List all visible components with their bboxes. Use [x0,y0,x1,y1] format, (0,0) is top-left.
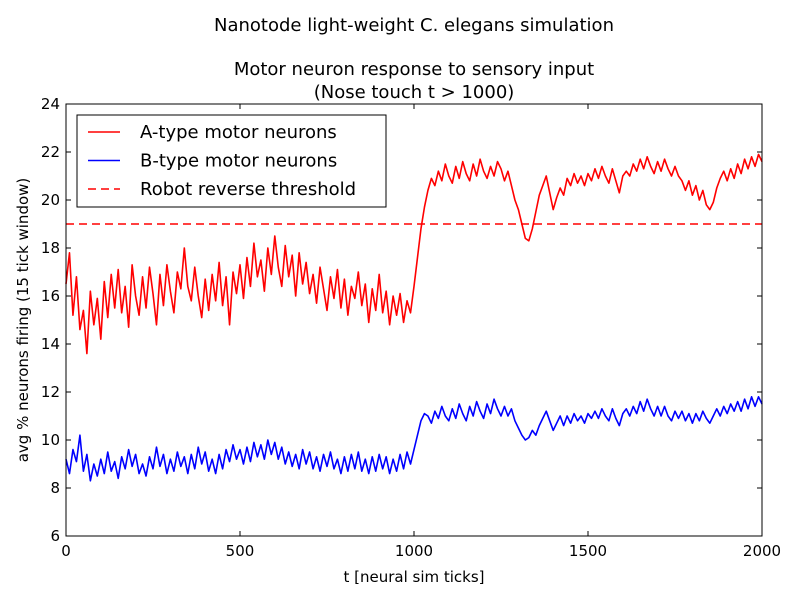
x-tick-label-3: 1500 [569,542,607,560]
x-tick-label-2: 1000 [395,542,433,560]
y-tick-label-4: 14 [41,335,60,353]
x-tick-label-4: 2000 [743,542,781,560]
chart-title-line-2: (Nose touch t > 1000) [314,82,515,103]
chart-title-line-1: Motor neuron response to sensory input [234,59,594,80]
y-tick-label-8: 22 [41,143,60,161]
series-line-0 [65,153,763,355]
legend: A-type motor neurons B-type motor neurons… [76,114,387,208]
plot-layer [65,153,763,482]
y-tick-label-2: 10 [41,431,60,449]
y-tick-label-0: 6 [50,527,60,545]
x-tick-label-0: 0 [61,542,71,560]
y-tick-label-1: 8 [50,479,60,497]
chart-suptitle: Nanotode light-weight C. elegans simulat… [214,15,614,36]
x-tick-label-1: 500 [226,542,255,560]
y-tick-label-7: 20 [41,191,60,209]
legend-label-1: B-type motor neurons [140,151,337,172]
series-line-1 [65,395,763,482]
y-tick-label-9: 24 [41,95,60,113]
y-tick-label-5: 16 [41,287,60,305]
legend-box [76,114,387,208]
y-axis-label: avg % neurons firing (15 tick window) [14,178,32,463]
x-axis-label: t [neural sim ticks] [343,568,484,586]
legend-label-0: A-type motor neurons [140,122,337,143]
legend-label-2: Robot reverse threshold [140,179,356,200]
axis-ticks: 0 500 1000 1500 2000 6 8 10 12 14 16 18 20 22 24 [41,95,781,560]
y-tick-label-3: 12 [41,383,60,401]
y-tick-label-6: 18 [41,239,60,257]
